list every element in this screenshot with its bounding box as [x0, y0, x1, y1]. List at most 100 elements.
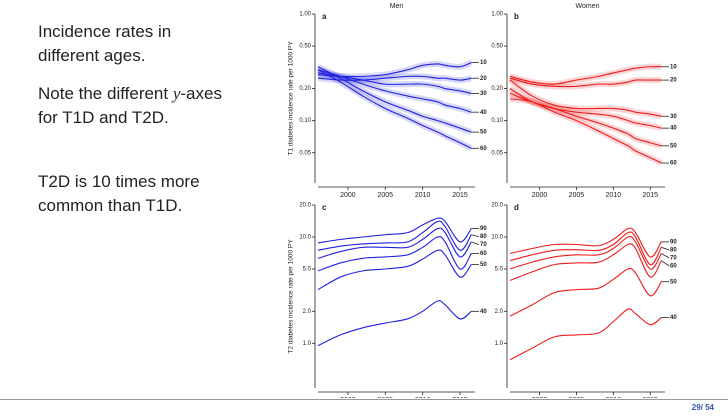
- text: -axes for T1D and T2D.: [38, 84, 222, 127]
- line: [317, 72, 472, 94]
- x-tick-label: 2015: [452, 192, 468, 199]
- y-tick-label: 0.10: [299, 118, 311, 124]
- series-label: 50: [480, 130, 487, 136]
- line: [317, 300, 472, 347]
- panel-label: c: [322, 203, 327, 212]
- leader: [471, 241, 480, 245]
- line: [509, 227, 662, 258]
- panel-label: d: [514, 203, 519, 212]
- leader: [661, 246, 670, 251]
- series-label: 40: [670, 126, 677, 132]
- x-tick-label: 2005: [377, 192, 393, 199]
- y-tick-label: 0.20: [491, 86, 503, 92]
- line: [317, 66, 472, 133]
- series-label: 40: [480, 110, 487, 116]
- x-tick-label: 2015: [452, 397, 468, 398]
- line: [509, 267, 662, 317]
- series-label: 40: [670, 315, 677, 321]
- y-axis-label: T1 diabetes incidence rate per 1000 PY: [288, 41, 295, 156]
- series-label: 70: [480, 242, 487, 248]
- paragraph: Incidence rates in different ages.: [38, 20, 228, 68]
- text: T2D is 10 times more common than T1D.: [38, 172, 200, 215]
- y-tick-label: 0.05: [491, 150, 503, 156]
- line: [317, 69, 472, 149]
- chart-title: Women: [576, 3, 600, 10]
- y-tick-label: 5.0: [303, 267, 312, 273]
- panel-label: b: [514, 12, 519, 21]
- y-tick-label: 0.05: [299, 150, 311, 156]
- paragraph: Note the different y-axes for T1D and T2…: [38, 82, 228, 130]
- y-tick-label: 1.0: [495, 341, 504, 347]
- line: [509, 79, 662, 117]
- series-label: 90: [670, 239, 677, 245]
- series-label: 90: [480, 226, 487, 232]
- y-tick-label: 0.20: [299, 86, 311, 92]
- divider: [0, 399, 728, 400]
- y-axis-label: T2 diabetes incidence rate per 1000 PY: [288, 239, 295, 354]
- series-label: 60: [670, 263, 677, 269]
- y-tick-label: 10.0: [491, 235, 503, 241]
- x-tick-label: 2015: [642, 192, 658, 199]
- x-tick-label: 2005: [377, 397, 393, 398]
- series-label: 50: [480, 262, 487, 268]
- series-label: 20: [670, 78, 677, 84]
- text: Note the different: [38, 84, 173, 103]
- series-label: 80: [670, 247, 677, 253]
- x-tick-label: 2000: [532, 192, 548, 199]
- y-tick-label: 0.50: [491, 44, 503, 50]
- x-tick-label: 2010: [606, 192, 622, 199]
- line: [317, 69, 472, 113]
- panel-label: a: [322, 12, 327, 21]
- line: [317, 249, 472, 291]
- y-tick-label: 10.0: [299, 235, 311, 241]
- x-tick-label: 2010: [415, 192, 431, 199]
- chart-title: Men: [390, 3, 404, 10]
- y-tick-label: 1.00: [299, 12, 311, 18]
- x-tick-label: 2000: [340, 192, 356, 199]
- leader: [471, 234, 480, 237]
- y-tick-label: 1.00: [491, 12, 503, 18]
- x-tick-label: 2000: [340, 397, 356, 398]
- math: y: [172, 84, 181, 103]
- y-tick-label: 0.50: [299, 44, 311, 50]
- series-label: 10: [480, 60, 487, 66]
- line: [509, 98, 662, 164]
- series-label: 50: [670, 143, 677, 149]
- line: [317, 62, 472, 78]
- series-label: 60: [670, 161, 677, 167]
- leader: [661, 260, 670, 267]
- leader: [661, 253, 670, 259]
- series-label: 60: [480, 146, 487, 152]
- x-tick-label: 2010: [606, 397, 622, 398]
- y-tick-label: 5.0: [495, 267, 504, 273]
- y-tick-label: 0.10: [491, 118, 503, 124]
- line: [509, 308, 662, 361]
- page-number: 29/ 54: [691, 403, 714, 412]
- x-tick-label: 2000: [532, 397, 548, 398]
- line: [509, 236, 662, 270]
- line: [317, 227, 472, 259]
- y-tick-label: 2.0: [303, 309, 312, 315]
- series-label: 60: [480, 251, 487, 257]
- series-label: 70: [670, 255, 677, 261]
- y-tick-label: 20.0: [491, 203, 503, 209]
- line: [509, 243, 662, 281]
- line: [509, 92, 662, 147]
- line: [509, 77, 662, 88]
- series-label: 30: [670, 114, 677, 120]
- line: [317, 217, 472, 244]
- line: [509, 66, 662, 85]
- paragraph: T2D is 10 times more common than T1D.: [38, 170, 228, 218]
- series-label: 80: [480, 234, 487, 240]
- series-label: 30: [480, 91, 487, 97]
- x-tick-label: 2010: [415, 397, 431, 398]
- series-label: 50: [670, 279, 677, 285]
- series-label: 10: [670, 64, 677, 70]
- text: Incidence rates in different ages.: [38, 22, 172, 65]
- series-label: 40: [480, 309, 487, 315]
- series-label: 20: [480, 76, 487, 82]
- x-tick-label: 2015: [642, 397, 658, 398]
- line: [509, 231, 662, 266]
